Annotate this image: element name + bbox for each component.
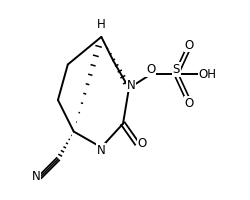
Text: O: O	[184, 97, 194, 110]
Text: H: H	[97, 18, 106, 31]
Text: N: N	[32, 170, 40, 183]
Text: O: O	[146, 63, 155, 76]
Text: S: S	[172, 63, 180, 76]
Text: OH: OH	[198, 68, 216, 81]
Text: N: N	[97, 144, 106, 157]
Text: O: O	[184, 39, 194, 52]
Text: O: O	[137, 137, 146, 150]
Text: N: N	[126, 79, 135, 92]
